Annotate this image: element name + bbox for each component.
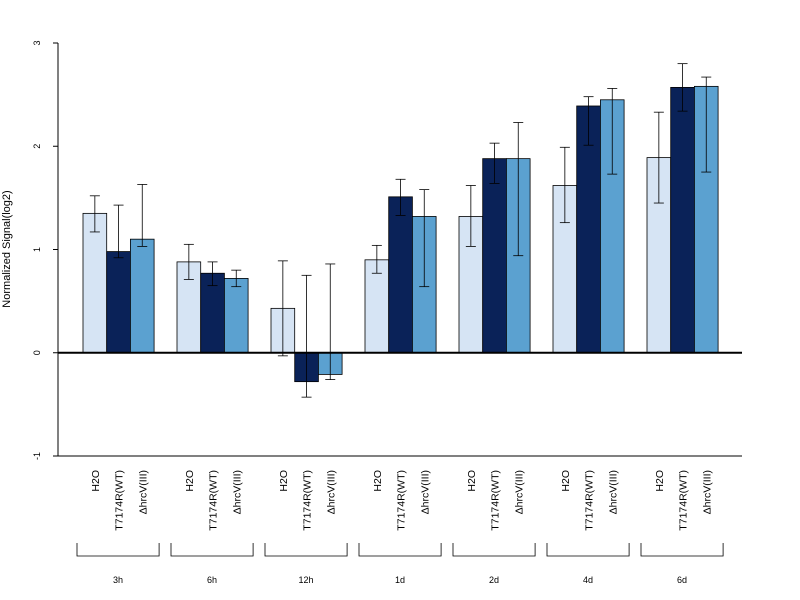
bar-category-label: H2O [90, 470, 102, 492]
bar [106, 251, 131, 354]
group-label: 6h [207, 575, 217, 585]
bar-category-label: T7174R(WT) [584, 470, 596, 531]
bar [670, 86, 695, 354]
bar-category-label: ΔhrcV(III) [607, 470, 619, 514]
y-tick-label: 3 [32, 40, 42, 45]
bar-category-label: ΔhrcV(III) [325, 470, 337, 514]
bar [223, 278, 249, 354]
bar [82, 212, 108, 354]
group-bracket [452, 543, 536, 557]
group-bracket [546, 543, 630, 557]
y-axis: -1 0 1 2 3 [32, 40, 59, 460]
y-tick-label: 0 [32, 350, 42, 355]
bar-category-label: T7174R(WT) [208, 470, 220, 531]
y-tick-label: -1 [32, 452, 42, 460]
bar-category-label: T7174R(WT) [490, 470, 502, 531]
bar [129, 238, 155, 354]
y-tick-label: 1 [32, 247, 42, 252]
group-bracket [264, 543, 348, 557]
bar-category-label: ΔhrcV(III) [513, 470, 525, 514]
bar-category-label: T7174R(WT) [678, 470, 690, 531]
group-bracket [640, 543, 724, 557]
bar-category-label: T7174R(WT) [114, 470, 126, 531]
bar-category-label: T7174R(WT) [396, 470, 408, 531]
y-axis-label: Normalized Signal(log2) [1, 190, 13, 307]
group-label: 1d [395, 575, 405, 585]
group-brackets-layer: 3h 6h 12h 1d 2d 4d 6d [76, 543, 724, 585]
bar-category-label: H2O [560, 470, 572, 492]
y-tick-label: 2 [32, 144, 42, 149]
group-label: 6d [677, 575, 687, 585]
bar-category-label: H2O [184, 470, 196, 492]
bar-category-label: ΔhrcV(III) [231, 470, 243, 514]
bar-category-label: H2O [466, 470, 478, 492]
bar-labels-layer: H2O T7174R(WT) ΔhrcV(III) H2O T7174R(WT) Δhrc… [90, 470, 713, 531]
group-label: 4d [583, 575, 593, 585]
bar-category-label: H2O [278, 470, 290, 492]
bar-category-label: ΔhrcV(III) [701, 470, 713, 514]
group-bracket [170, 543, 254, 557]
bars-layer [82, 85, 719, 383]
bar-category-label: H2O [372, 470, 384, 492]
group-bracket [358, 543, 442, 557]
group-label: 3h [113, 575, 123, 585]
bar [364, 259, 390, 354]
bar [482, 158, 507, 354]
group-label: 2d [489, 575, 499, 585]
bar-category-label: H2O [654, 470, 666, 492]
bar-category-label: ΔhrcV(III) [419, 470, 431, 514]
group-bracket [76, 543, 160, 557]
bar-category-label: T7174R(WT) [302, 470, 314, 531]
group-label: 12h [299, 575, 314, 585]
bar-category-label: ΔhrcV(III) [137, 470, 149, 514]
error-bars-layer [89, 63, 712, 398]
bar [388, 196, 413, 354]
